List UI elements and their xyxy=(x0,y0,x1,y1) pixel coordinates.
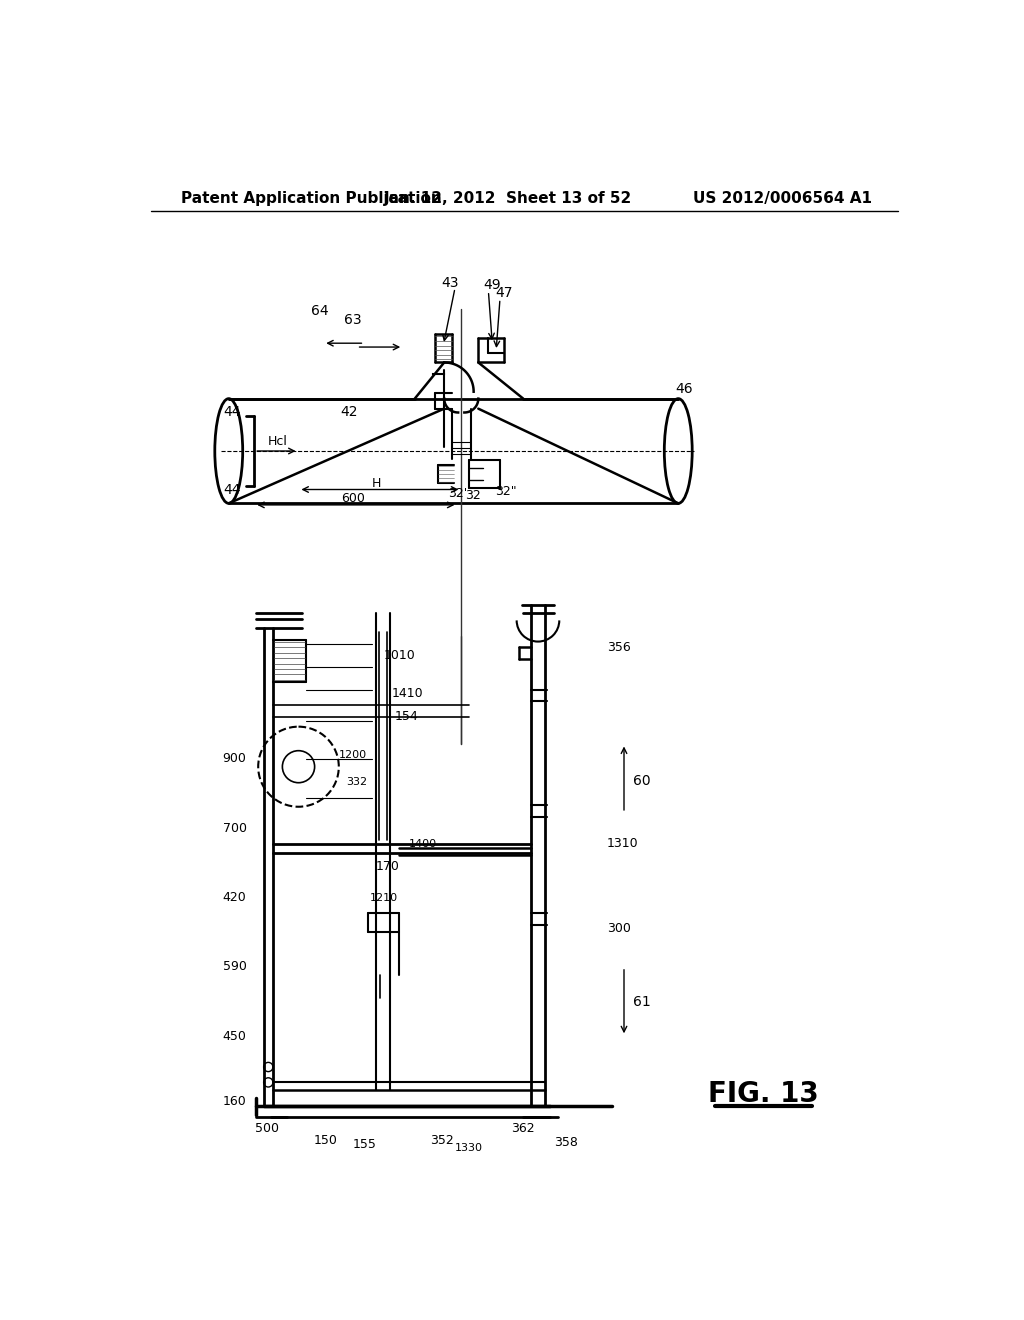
Text: 1330: 1330 xyxy=(455,1143,483,1152)
Text: 32': 32' xyxy=(447,487,467,500)
Text: Hcl: Hcl xyxy=(267,436,288,449)
Text: 43: 43 xyxy=(441,276,459,290)
Text: FIG. 13: FIG. 13 xyxy=(709,1080,819,1107)
Text: 1210: 1210 xyxy=(370,892,397,903)
Text: Jan. 12, 2012  Sheet 13 of 52: Jan. 12, 2012 Sheet 13 of 52 xyxy=(384,191,632,206)
Text: 362: 362 xyxy=(511,1122,536,1135)
Text: 1410: 1410 xyxy=(391,686,423,700)
Text: 450: 450 xyxy=(222,1030,247,1043)
Bar xyxy=(228,399,678,503)
Text: 358: 358 xyxy=(554,1137,578,1148)
Text: 63: 63 xyxy=(344,313,361,327)
Text: 590: 590 xyxy=(222,961,247,973)
Text: 154: 154 xyxy=(395,710,419,723)
Text: 160: 160 xyxy=(223,1096,247,1109)
Text: 60: 60 xyxy=(633,774,651,788)
Text: 61: 61 xyxy=(633,994,651,1008)
Text: 356: 356 xyxy=(607,640,631,653)
Text: 42: 42 xyxy=(340,405,357,420)
Text: 46: 46 xyxy=(676,383,693,396)
Text: 332: 332 xyxy=(346,777,368,787)
Text: 155: 155 xyxy=(352,1138,376,1151)
Text: 300: 300 xyxy=(607,921,631,935)
Text: 500: 500 xyxy=(256,1122,280,1135)
Text: 352: 352 xyxy=(430,1134,454,1147)
Text: 600: 600 xyxy=(341,492,365,506)
Text: 700: 700 xyxy=(222,822,247,834)
Text: 47: 47 xyxy=(496,286,513,300)
Text: 150: 150 xyxy=(313,1134,338,1147)
Text: Patent Application Publication: Patent Application Publication xyxy=(180,191,441,206)
Text: 1310: 1310 xyxy=(607,837,639,850)
Text: 1010: 1010 xyxy=(383,648,415,661)
Text: 49: 49 xyxy=(483,279,501,293)
Text: US 2012/0006564 A1: US 2012/0006564 A1 xyxy=(693,191,872,206)
Text: H: H xyxy=(372,477,381,490)
Text: 1200: 1200 xyxy=(339,750,367,760)
Text: 1400: 1400 xyxy=(409,838,436,849)
Text: 32": 32" xyxy=(496,484,517,498)
Text: 44: 44 xyxy=(223,483,241,496)
Text: 44: 44 xyxy=(223,405,241,420)
Text: 900: 900 xyxy=(222,752,247,766)
Text: 170: 170 xyxy=(376,861,399,874)
Text: 64: 64 xyxy=(311,304,329,318)
Text: 32: 32 xyxy=(465,490,480,502)
Text: 420: 420 xyxy=(223,891,247,904)
